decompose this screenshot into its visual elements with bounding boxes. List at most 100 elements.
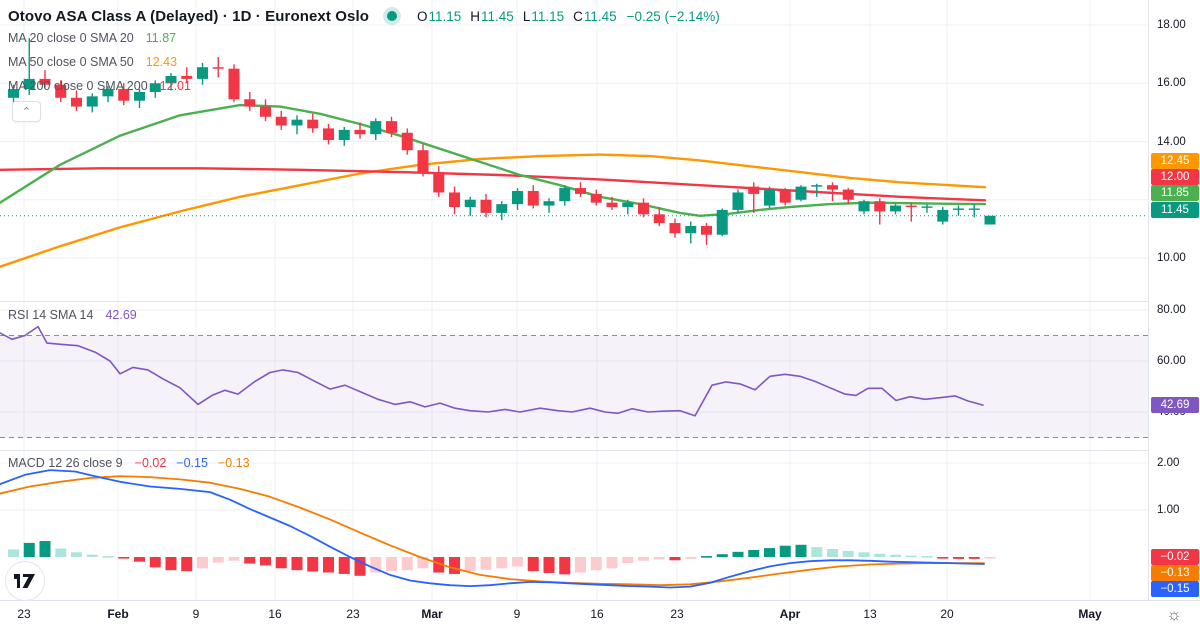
time-label-month: May: [1078, 607, 1102, 621]
chart-canvas[interactable]: [0, 0, 1148, 600]
axis-tick-label: 60.00: [1157, 355, 1186, 367]
macd-hist-bar: [779, 545, 791, 557]
candle-body: [701, 225, 712, 235]
time-label-day: 16: [590, 607, 604, 621]
pane-separator-rsi-macd[interactable]: [0, 450, 1148, 451]
axis-tick-label: 18.00: [1157, 19, 1186, 31]
symbol-title[interactable]: Otovo ASA Class A (Delayed) · 1D · Euron…: [8, 7, 369, 25]
ma50-line: [0, 153, 987, 268]
candlestick-series: [8, 38, 996, 245]
candle-body: [449, 192, 460, 208]
candle-body: [795, 186, 807, 200]
candle-body: [275, 116, 287, 126]
axis-tick-label: 16.00: [1157, 77, 1186, 90]
display-settings-icon[interactable]: ☼: [1166, 605, 1182, 624]
macd-hist-bar: [638, 557, 649, 561]
candle-body: [748, 186, 760, 194]
macd-hist-bar: [953, 557, 964, 559]
candle-body: [165, 75, 177, 84]
open-label: O: [416, 8, 428, 24]
candle-body: [527, 191, 539, 206]
time-label-day: 13: [863, 607, 877, 621]
candle-body: [764, 189, 775, 206]
candle-body: [212, 67, 224, 69]
candle-body: [323, 128, 334, 141]
ma20-legend-label: MA 20 close 0 SMA 20: [8, 31, 134, 45]
candle-body: [480, 199, 492, 213]
macd-hist-bar: [244, 557, 256, 564]
open-value: 11.15: [428, 8, 462, 24]
macd-hist-bar: [23, 542, 35, 557]
macd-hist-bar: [71, 552, 82, 557]
macd-legend[interactable]: MACD 12 26 close 9 −0.02 −0.15 −0.13: [8, 456, 250, 470]
ma50-legend[interactable]: MA 50 close 0 SMA 50 12.43: [8, 55, 177, 69]
macd-line-label: −0.15: [1151, 581, 1199, 597]
macd-hist-bar: [732, 551, 744, 557]
macd-hist-bar: [543, 557, 555, 573]
change-value: −0.25 (−2.14%): [626, 8, 720, 24]
axis-tick-label: 1.00: [1157, 504, 1180, 516]
candle-body: [464, 199, 476, 208]
ma200-legend-value: 12.01: [159, 79, 191, 93]
candle-body: [260, 106, 271, 117]
candle-body: [118, 89, 130, 101]
candle-body: [417, 150, 429, 173]
legend-collapse-button[interactable]: ⌃: [12, 101, 41, 122]
macd-hist-bar: [197, 557, 208, 569]
low-value: 11.15: [531, 8, 565, 24]
macd-hist-bar: [134, 557, 145, 562]
candle-body: [181, 75, 193, 79]
macd-hist-bar: [8, 549, 19, 557]
candle-body: [559, 188, 571, 202]
candle-body: [496, 204, 508, 213]
candle-body: [842, 189, 854, 200]
macd-hist-bar: [323, 557, 334, 573]
high-label: H: [470, 8, 481, 24]
low-label: L: [522, 8, 531, 24]
macd-hist-bar: [433, 557, 445, 573]
time-label-day: 23: [346, 607, 360, 621]
price-axis[interactable]: 18.0016.0014.0010.0080.0060.0040.002.001…: [1148, 0, 1200, 600]
macd-legend-value: −0.15: [176, 456, 208, 470]
candle-body: [543, 201, 555, 206]
tradingview-logo[interactable]: [5, 561, 45, 601]
candle-body: [386, 121, 397, 133]
time-label-day: 23: [670, 607, 684, 621]
tradingview-logo-glyph: [14, 574, 35, 588]
macd-hist-bar: [370, 557, 382, 573]
macd-hist-bar: [968, 557, 980, 559]
ma200-line: [0, 167, 987, 202]
macd-hist-bar: [984, 557, 996, 559]
macd-hist-bar: [512, 557, 523, 567]
macd-hist-bar: [291, 557, 303, 571]
time-axis[interactable]: 23 Feb 9 16 23 Mar 9 16 23 Apr 13 20 May: [0, 600, 1200, 630]
ma200-legend[interactable]: MA 200 close 0 SMA 200 12.01: [8, 79, 191, 93]
ohlc-readout: O11.15 H11.45 L11.15 C11.45 −0.25 (−2.14…: [417, 9, 720, 24]
candle-body: [338, 129, 350, 141]
macd-hist-bar: [527, 557, 539, 572]
macd-hist-bar: [890, 554, 901, 557]
rsi-legend[interactable]: RSI 14 SMA 14 42.69: [8, 308, 137, 322]
candle-body: [858, 201, 870, 212]
candle-body: [575, 188, 586, 194]
macd-hist-bar: [86, 554, 98, 557]
macd-hist-bar: [748, 549, 760, 557]
time-label-day: 16: [268, 607, 282, 621]
time-label-month: Mar: [421, 607, 443, 621]
market-status-icon[interactable]: [382, 7, 401, 25]
candle-body: [622, 202, 634, 208]
ma20-legend[interactable]: MA 20 close 0 SMA 20 11.87: [8, 31, 176, 45]
pane-separator-price-rsi[interactable]: [0, 301, 1148, 302]
candle-body: [905, 205, 917, 208]
macd-hist-bar: [354, 557, 366, 576]
candle-body: [685, 225, 697, 234]
macd-hist-bar: [842, 550, 854, 557]
close-label: C: [573, 8, 583, 24]
candle-body: [354, 129, 366, 135]
macd-hist-bar: [338, 557, 350, 574]
time-label-day: 9: [513, 607, 521, 621]
ma200-price-label: 12.00: [1151, 169, 1199, 185]
macd-hist-bar: [449, 557, 460, 574]
candle-body: [590, 193, 602, 203]
candle-body: [8, 89, 19, 98]
